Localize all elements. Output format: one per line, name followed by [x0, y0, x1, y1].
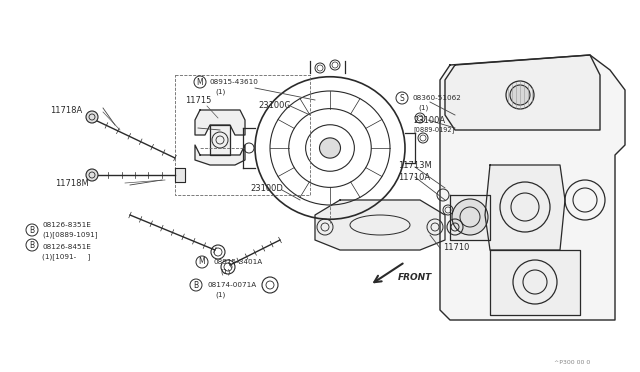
- Text: 08126-8451E: 08126-8451E: [42, 244, 91, 250]
- Polygon shape: [450, 195, 490, 240]
- Text: 08915-43610: 08915-43610: [210, 79, 259, 85]
- Text: 11710A: 11710A: [398, 173, 430, 182]
- Circle shape: [452, 199, 488, 235]
- Text: (1): (1): [215, 292, 225, 298]
- Text: 08174-0071A: 08174-0071A: [207, 282, 256, 288]
- Ellipse shape: [319, 138, 340, 158]
- Text: 08915-3401A: 08915-3401A: [213, 259, 262, 265]
- Polygon shape: [195, 145, 245, 165]
- Text: B: B: [29, 225, 35, 234]
- Text: 23100C: 23100C: [258, 100, 291, 109]
- Text: (1)[1091-     ]: (1)[1091- ]: [42, 254, 90, 260]
- Text: 11713M: 11713M: [398, 160, 432, 170]
- Text: [0889-0192]: [0889-0192]: [413, 126, 454, 134]
- Text: 08360-51062: 08360-51062: [413, 95, 462, 101]
- Text: ^P300 00 0: ^P300 00 0: [554, 360, 590, 366]
- Text: 11715: 11715: [185, 96, 211, 105]
- Text: (1): (1): [215, 89, 225, 95]
- Text: (1): (1): [220, 269, 230, 275]
- Polygon shape: [485, 165, 565, 250]
- Text: M: M: [196, 77, 204, 87]
- Circle shape: [510, 85, 530, 105]
- Text: B: B: [29, 241, 35, 250]
- Text: S: S: [399, 93, 404, 103]
- Text: FRONT: FRONT: [398, 273, 432, 282]
- Text: B: B: [193, 280, 198, 289]
- Text: M: M: [198, 257, 205, 266]
- Polygon shape: [315, 200, 445, 250]
- Circle shape: [86, 169, 98, 181]
- Text: 11718M: 11718M: [55, 179, 89, 187]
- Polygon shape: [175, 168, 185, 182]
- Text: 11710: 11710: [443, 244, 469, 253]
- Polygon shape: [440, 55, 625, 320]
- Text: (1): (1): [418, 105, 428, 111]
- Circle shape: [86, 111, 98, 123]
- Polygon shape: [210, 125, 230, 155]
- Polygon shape: [445, 55, 600, 130]
- Text: 23100D: 23100D: [250, 183, 283, 192]
- Polygon shape: [195, 110, 245, 135]
- Text: 23100A: 23100A: [413, 115, 445, 125]
- Text: 08126-8351E: 08126-8351E: [42, 222, 91, 228]
- Polygon shape: [490, 250, 580, 315]
- Text: 11718A: 11718A: [50, 106, 83, 115]
- Circle shape: [506, 81, 534, 109]
- Text: (1)[0889-1091]: (1)[0889-1091]: [42, 232, 97, 238]
